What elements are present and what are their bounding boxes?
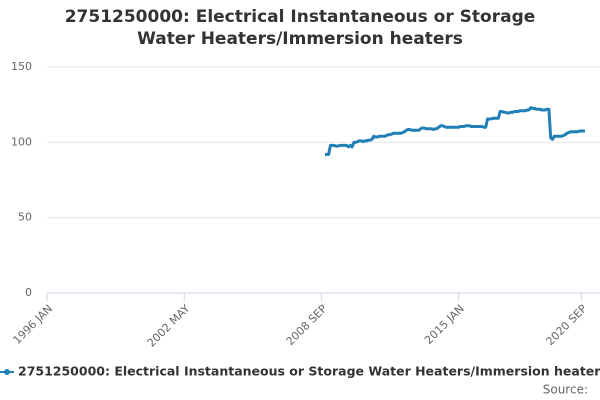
series-line — [325, 106, 585, 156]
y-tick-label: 100 — [11, 135, 32, 148]
y-tick-label: 150 — [11, 60, 32, 73]
y-tick-label: 0 — [25, 286, 32, 299]
y-tick-label: 50 — [18, 211, 32, 224]
x-tick-label: 2020 SEP — [544, 302, 590, 348]
source: Source: — [543, 383, 588, 397]
x-tick-label: 2002 MAY — [145, 302, 193, 350]
x-tick-label: 2008 SEP — [284, 302, 330, 348]
x-tick-label: 2015 JAN — [422, 302, 467, 347]
x-tick-label: 1996 JAN — [10, 302, 55, 347]
legend-label: 2751250000: Electrical Instantaneous or … — [18, 364, 600, 379]
chart-title: 2751250000: Electrical Instantaneous or … — [64, 7, 536, 49]
legend-marker — [4, 369, 10, 375]
